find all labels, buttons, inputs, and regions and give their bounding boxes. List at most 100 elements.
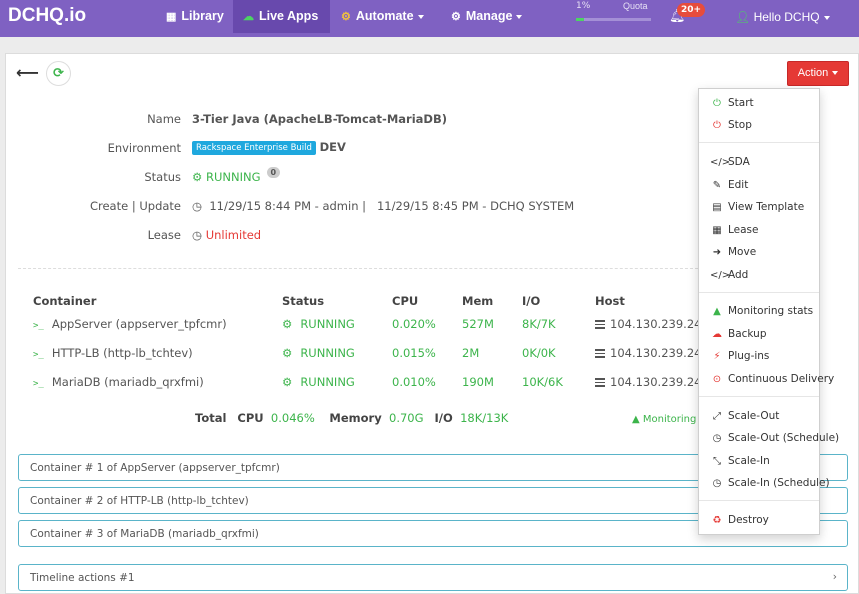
cloud-icon: ☁ (243, 11, 254, 23)
refresh-icon[interactable]: ⟳ (46, 61, 71, 86)
app-status: ⚙ RUNNING 0 (192, 167, 281, 184)
circle-icon: ⊙ (712, 374, 722, 385)
user-menu[interactable]: 👤︎ Hello DCHQ (735, 10, 830, 24)
menu-item-view-template[interactable]: ▤ View Template (710, 201, 804, 213)
chevron-down-icon (823, 15, 830, 20)
nav-manage[interactable]: ⚙ Manage (441, 0, 532, 33)
menu-divider (699, 396, 819, 397)
col-header-status: Status (282, 294, 325, 308)
name-label: Name (147, 112, 181, 126)
col-header-container: Container (33, 294, 97, 308)
notification-badge[interactable]: 20+ (677, 3, 706, 17)
environment-badge: Rackspace Enterprise Build (192, 140, 316, 155)
menu-item-scale-in-schedule[interactable]: ◷ Scale-In (Schedule) (710, 477, 830, 489)
container-mem: 527M (462, 317, 494, 331)
chevron-right-icon: › (832, 571, 837, 583)
menu-item-move[interactable]: ➜ Move (710, 246, 756, 258)
container-status: ⚙ RUNNING (282, 375, 355, 389)
area-chart-icon: ▲ (713, 306, 721, 317)
compress-icon: ⤡ (713, 456, 721, 467)
expand-icon: ⤢ (713, 411, 721, 422)
menu-item-lease[interactable]: ▦ Lease (710, 224, 758, 236)
gear-icon: ⚙ (282, 317, 293, 331)
menu-item-plug-ins[interactable]: ⚡ Plug-ins (710, 350, 769, 362)
terminal-icon[interactable]: >_ (33, 379, 44, 389)
menu-item-scale-in[interactable]: ⤡ Scale-In (710, 455, 770, 467)
plug-icon: ⚡ (713, 351, 721, 362)
environment-value: Rackspace Enterprise Build DEV (192, 140, 346, 155)
clock-icon: ◷ (712, 433, 722, 444)
menu-item-start[interactable]: ⏻ Start (710, 97, 754, 109)
server-icon (595, 378, 605, 387)
quota-fill (576, 18, 584, 21)
gear-icon: ⚙ (282, 346, 293, 360)
edit-icon: ✎ (712, 180, 722, 191)
menu-divider (699, 142, 819, 143)
brand-logo[interactable]: DCHQ.io (8, 5, 87, 26)
menu-divider (699, 292, 819, 293)
monitoring-link[interactable]: ▲ Monitoring (632, 414, 697, 425)
recycle-icon: ♻ (712, 515, 722, 526)
col-header-host: Host (595, 294, 625, 308)
container-host: 104.130.239.24 (595, 375, 701, 389)
menu-item-monitoring-stats[interactable]: ▲ Monitoring stats (710, 305, 813, 317)
section-timeline[interactable]: Timeline actions #1 › (18, 564, 848, 591)
menu-item-sda[interactable]: </>SDA (710, 156, 750, 168)
container-mem: 2M (462, 346, 480, 360)
container-status: ⚙ RUNNING (282, 346, 355, 360)
container-cpu: 0.020% (392, 317, 436, 331)
code-icon: </> (710, 157, 731, 168)
nav-library[interactable]: ▦ Library (166, 9, 224, 23)
dates-label: Create | Update (89, 199, 181, 213)
status-count-badge: 0 (266, 167, 281, 178)
container-io: 8K/7K (522, 317, 556, 331)
terminal-icon[interactable]: >_ (33, 321, 44, 331)
menu-item-destroy[interactable]: ♻ Destroy (710, 514, 769, 526)
back-arrow-icon[interactable]: ⟵ (16, 63, 39, 82)
col-header-cpu: CPU (392, 294, 419, 308)
code-icon: </> (710, 270, 731, 281)
container-io: 0K/0K (522, 346, 556, 360)
power-icon: ⏻ (713, 120, 721, 131)
gear-icon: ⚙ (451, 11, 461, 23)
area-chart-icon: ▲ (632, 414, 640, 425)
grid-icon: ▦ (166, 11, 177, 23)
dates-value: ◷ 11/29/15 8:44 PM - admin | 11/29/15 8:… (192, 199, 575, 213)
gear-icon: ⚙ (282, 375, 293, 389)
nav-automate[interactable]: ⚙ Automate (331, 0, 434, 33)
chevron-down-icon (516, 14, 523, 19)
container-name[interactable]: >_ AppServer (appserver_tpfcmr) (33, 317, 227, 331)
total-memory: 0.70G (389, 411, 424, 425)
server-icon (595, 320, 605, 329)
user-icon: 👤︎ (735, 10, 751, 24)
divider (18, 268, 698, 269)
file-icon: ▤ (712, 202, 722, 213)
container-name[interactable]: >_ HTTP-LB (http-lb_tchtev) (33, 346, 193, 360)
menu-item-scale-out-schedule[interactable]: ◷ Scale-Out (Schedule) (710, 432, 840, 444)
menu-item-backup[interactable]: ☁ Backup (712, 328, 767, 340)
container-status: ⚙ RUNNING (282, 317, 355, 331)
container-cpu: 0.015% (392, 346, 436, 360)
total-io: 18K/13K (460, 411, 509, 425)
container-name[interactable]: >_ MariaDB (mariadb_qrxfmi) (33, 375, 204, 389)
menu-item-stop[interactable]: ⏻ Stop (710, 119, 752, 131)
cloud-upload-icon: ☁ (712, 329, 722, 340)
menu-item-scale-out[interactable]: ⤢ Scale-Out (710, 410, 779, 422)
status-label: Status (144, 170, 181, 184)
nav-live-apps[interactable]: ☁ Live Apps (233, 0, 330, 33)
quota-track (576, 18, 651, 21)
menu-item-continuous-delivery[interactable]: ⊙ Continuous Delivery (710, 373, 834, 385)
server-icon (595, 349, 605, 358)
app-name: 3-Tier Java (ApacheLB-Tomcat-MariaDB) (192, 112, 447, 126)
chevron-down-icon (417, 14, 424, 19)
lease-label: Lease (147, 228, 181, 242)
environment-label: Environment (107, 141, 181, 155)
menu-divider (699, 500, 819, 501)
terminal-icon[interactable]: >_ (33, 350, 44, 360)
col-header-mem: Mem (462, 294, 494, 308)
menu-item-edit[interactable]: ✎ Edit (710, 179, 749, 191)
top-navbar: DCHQ.io ▦ Library ☁ Live Apps ⚙ Automate ⚙ M… (0, 0, 859, 37)
clock-icon: ◷ (712, 478, 722, 489)
action-button[interactable]: Action (787, 61, 849, 86)
menu-item-add[interactable]: </>Add (710, 269, 749, 281)
